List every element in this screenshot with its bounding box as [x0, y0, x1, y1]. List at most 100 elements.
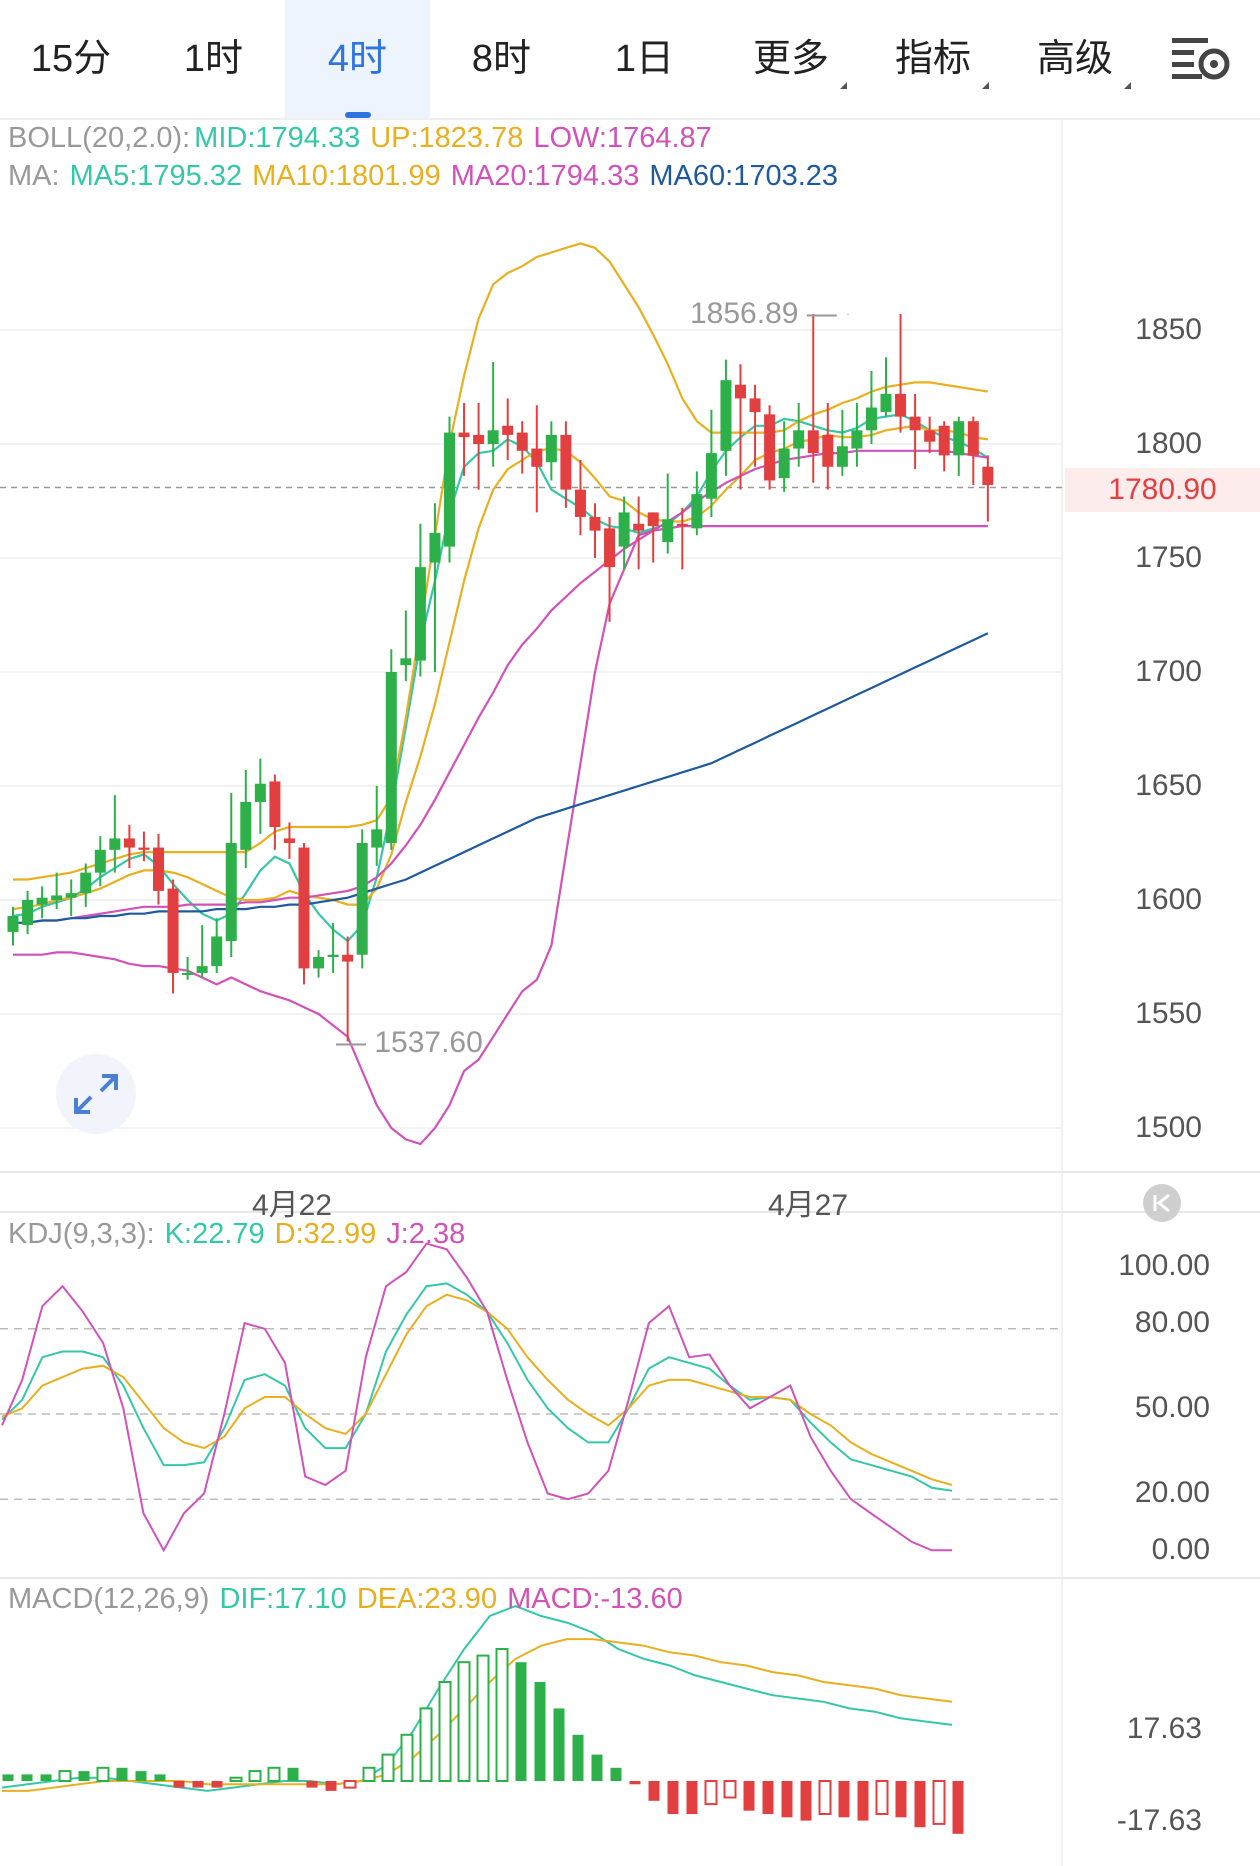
kdj-j-value: J:2.38: [386, 1218, 466, 1250]
tab-advanced[interactable]: 高级: [1014, 0, 1154, 118]
macd-histogram-bar: [173, 1781, 185, 1788]
candle-body: [36, 897, 48, 905]
macd-histogram-bar: [438, 1681, 452, 1782]
rewind-icon: [1153, 1193, 1170, 1213]
high-price-annotation: 1856.89 —: [690, 297, 837, 330]
candle-body: [676, 523, 688, 527]
ma5-value: MA5:1795.32: [69, 160, 243, 192]
candle-body: [574, 489, 586, 517]
tab-15min[interactable]: 15分: [30, 38, 112, 80]
candle-body: [531, 448, 543, 467]
macd-histogram-bar: [40, 1774, 52, 1781]
candle-body: [51, 895, 63, 900]
ma-label: MA:: [8, 160, 60, 192]
chart-settings-button[interactable]: [1170, 34, 1232, 86]
macd-histogram-bar: [932, 1780, 946, 1825]
candle-body: [473, 434, 485, 444]
ma60-value: MA60:1703.23: [649, 160, 839, 192]
macd-histogram-bar: [116, 1767, 128, 1781]
macd-histogram-bar: [648, 1781, 660, 1801]
macd-histogram-bar: [667, 1781, 679, 1814]
candle-body: [342, 954, 354, 962]
tab-divider: [0, 118, 1260, 120]
price-tick-1500: 1500: [1135, 1111, 1202, 1144]
tab-1h[interactable]: 1时: [183, 38, 244, 80]
candle-body: [429, 532, 441, 563]
macd-histogram-bar: [21, 1774, 33, 1781]
macd-histogram-bar: [952, 1781, 964, 1834]
candle-body: [560, 434, 572, 490]
scroll-to-latest-button[interactable]: [1143, 1184, 1181, 1222]
macd-histogram-bar: [419, 1707, 433, 1783]
macd-hist-value: MACD:-13.60: [507, 1583, 683, 1615]
kdj-tick-50: 50.00: [1134, 1391, 1210, 1424]
boll-legend: BOLL(20,2.0): MID:1794.33 UP:1823.78 LOW:17…: [8, 122, 722, 155]
candle-body: [764, 414, 776, 481]
candle-body: [94, 849, 106, 873]
expand-chart-button[interactable]: [56, 1054, 136, 1134]
candle-body: [225, 843, 237, 942]
candle-body: [705, 453, 717, 499]
candle-body: [865, 407, 877, 431]
candle-body: [720, 380, 732, 451]
candle-body: [589, 516, 601, 531]
tab-more[interactable]: 更多: [730, 0, 870, 118]
kdj-tick-20: 20.00: [1134, 1476, 1210, 1509]
ma20-value: MA20:1794.33: [450, 160, 640, 192]
candle-body: [633, 523, 645, 531]
candle-body: [123, 838, 135, 848]
candle-body: [982, 466, 994, 486]
macd-histogram-bar: [381, 1753, 395, 1782]
price-tick-1650: 1650: [1135, 769, 1202, 802]
macd-label: MACD(12,26,9): [8, 1583, 210, 1615]
tab-4h[interactable]: 4时: [285, 0, 430, 118]
kdj-legend: KDJ(9,3,3): K:22.79 D:32.99 J:2.38: [8, 1218, 475, 1251]
ma10-value: MA10:1801.99: [252, 160, 441, 192]
kdj-label: KDJ(9,3,3):: [8, 1218, 155, 1250]
macd-histogram-bar: [818, 1780, 832, 1815]
candle-body: [283, 838, 295, 843]
tab-indicators[interactable]: 指标: [872, 0, 1012, 118]
candle-body: [487, 430, 499, 444]
candle-body: [138, 847, 150, 850]
low-price-annotation: — 1537.60: [336, 1026, 483, 1059]
tab-1d[interactable]: 1日: [614, 38, 675, 80]
macd-histogram-bar: [306, 1781, 318, 1788]
candle-body: [516, 432, 528, 451]
candle-body: [153, 847, 164, 891]
macd-histogram-bar: [229, 1776, 243, 1782]
macd-dif-value: DIF:17.10: [219, 1583, 347, 1615]
macd-histogram-bar: [800, 1781, 812, 1821]
kdj-k-line: [1, 1282, 953, 1492]
kdj-j-line: [1, 1242, 952, 1553]
candle-body: [211, 936, 223, 967]
macd-histogram-bar: [553, 1708, 565, 1781]
macd-histogram-bar: [895, 1781, 907, 1818]
kdj-tick-80: 80.00: [1134, 1306, 1210, 1339]
price-tick-1850: 1850: [1135, 313, 1202, 346]
macd-histogram-bar: [211, 1781, 223, 1788]
candle-body: [80, 872, 92, 894]
macd-histogram-bar: [838, 1781, 850, 1818]
macd-histogram-bar: [686, 1781, 698, 1814]
candle-body: [822, 434, 834, 467]
kdj-k-value: K:22.79: [164, 1218, 265, 1250]
macd-histogram-bar: [400, 1733, 414, 1783]
candle-body: [65, 893, 77, 898]
macd-histogram-bar: [2, 1774, 14, 1781]
tab-8h[interactable]: 8时: [471, 38, 532, 80]
candle-body: [924, 430, 936, 442]
kdj-tick-0: 0.00: [1151, 1533, 1210, 1566]
price-tick-1700: 1700: [1135, 655, 1202, 688]
candle-body: [458, 432, 470, 438]
dropdown-arrow-icon: [833, 82, 847, 89]
macd-histogram-bar: [875, 1780, 889, 1815]
chart-settings-icon: [1172, 38, 1230, 80]
candle-body: [22, 900, 34, 926]
macd-histogram-bar: [343, 1780, 357, 1789]
candle-body: [385, 672, 397, 843]
macd-histogram-bar: [723, 1780, 737, 1799]
candle-body: [327, 954, 339, 957]
macd-histogram-bar: [78, 1771, 90, 1781]
